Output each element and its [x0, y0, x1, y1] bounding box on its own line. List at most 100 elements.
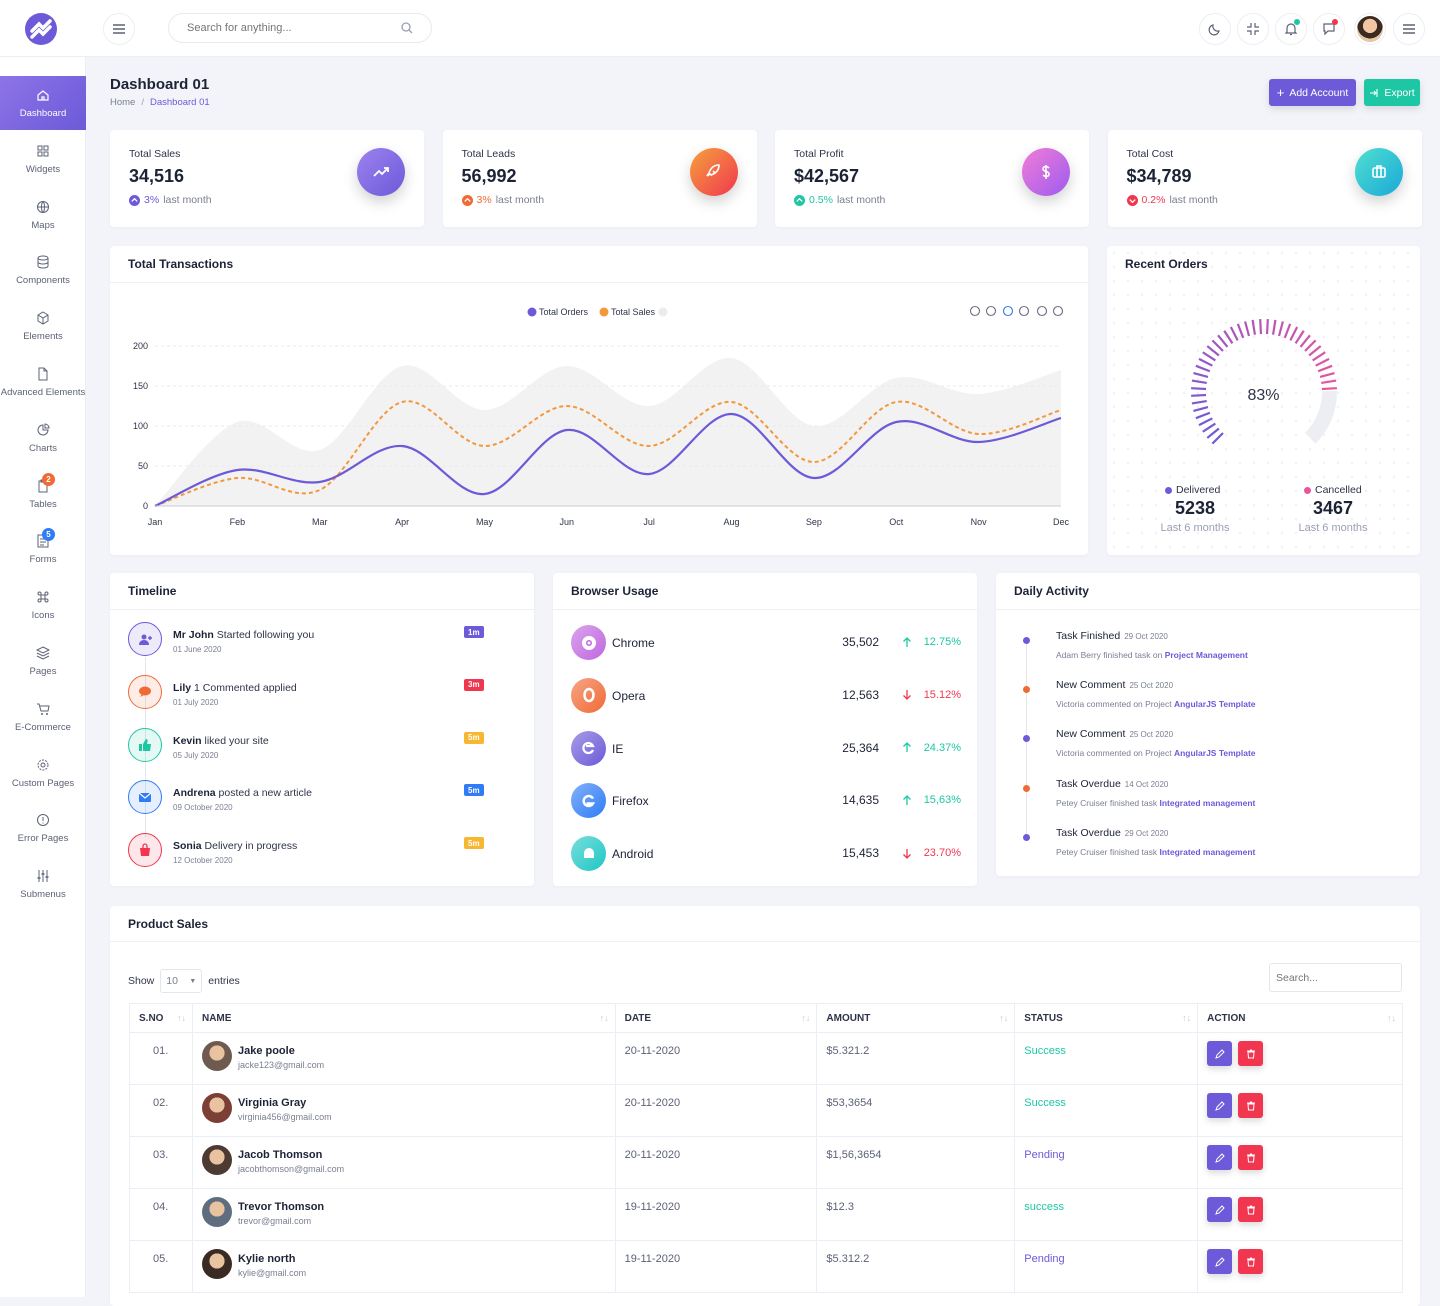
activity-link[interactable]: Project Management	[1164, 650, 1248, 660]
messages-button[interactable]	[1313, 13, 1345, 45]
sidebar-item-forms[interactable]: Forms 5	[0, 522, 86, 576]
timeline-name[interactable]: Sonia	[173, 840, 202, 853]
search-icon[interactable]	[1002, 305, 1014, 317]
logo-icon[interactable]	[24, 12, 58, 46]
search-bar[interactable]	[168, 13, 432, 43]
timeline-date: 12 October 2020	[173, 856, 233, 866]
browser-name: Android	[612, 847, 654, 862]
trash-icon	[1246, 1101, 1255, 1110]
sort-icon: ↑↓	[999, 1013, 1009, 1023]
sidebar-item-e-commerce[interactable]: E-Commerce	[0, 690, 86, 744]
breadcrumb-home[interactable]: Home	[110, 97, 136, 108]
timeline-name[interactable]: Andrena	[173, 787, 216, 800]
sidebar-item-widgets[interactable]: Widgets	[0, 132, 86, 186]
delete-button[interactable]	[1238, 1145, 1264, 1170]
column-header-name[interactable]: NAME ↑↓	[191, 1003, 616, 1033]
sidebar-item-charts[interactable]: Charts	[0, 411, 86, 465]
notifications-button[interactable]	[1275, 13, 1307, 45]
sidebar-item-dashboard[interactable]: Dashboard	[0, 76, 86, 130]
right-menu-button[interactable]	[1393, 13, 1425, 45]
zoom-in-icon[interactable]	[969, 305, 981, 317]
stat-label: Total Leads	[461, 148, 516, 160]
timeline-name[interactable]: Kevin	[173, 734, 202, 747]
row-number: 02.	[129, 1084, 193, 1137]
plus-icon: +	[1276, 85, 1285, 100]
cart-icon	[37, 703, 50, 715]
activity-link[interactable]: AngularJS Template	[1173, 748, 1256, 759]
activity-link[interactable]: AngularJS Template	[1173, 699, 1256, 710]
row-number: 01.	[129, 1032, 193, 1085]
sidebar-item-maps[interactable]: Maps	[0, 188, 86, 242]
sidebar-item-tables[interactable]: Tables 2	[0, 467, 86, 521]
sidebar-item-label: Pages	[29, 666, 57, 677]
avatar	[201, 1145, 232, 1175]
fullscreen-button[interactable]	[1237, 13, 1269, 45]
status-badge: success	[1014, 1188, 1199, 1241]
browser-percent: 15.12%	[923, 688, 961, 701]
column-header-action[interactable]: ACTION ↑↓	[1197, 1003, 1403, 1033]
edit-button[interactable]	[1207, 1041, 1233, 1066]
row-name-cell: Jacob Thomson jacobthomson@gmail.com	[191, 1136, 616, 1189]
row-name-cell: Jake poole jacke123@gmail.com	[191, 1032, 616, 1085]
sidebar-item-submenus[interactable]: Submenus	[0, 857, 86, 911]
timeline-card: Timeline Mr John Started following you 01…	[110, 573, 534, 886]
timeline-text: posted a new article	[218, 787, 312, 800]
sidebar-item-error-pages[interactable]: Error Pages	[0, 801, 86, 855]
add-account-button[interactable]: + Add Account	[1269, 79, 1356, 106]
cancelled-value: 3467	[1312, 498, 1354, 518]
menu-toggle-button[interactable]	[103, 13, 135, 45]
home-icon[interactable]	[1036, 305, 1048, 317]
column-header-amount[interactable]: AMOUNT ↑↓	[816, 1003, 1016, 1033]
edit-button[interactable]	[1207, 1145, 1233, 1170]
row-date: 20-11-2020	[614, 1084, 818, 1137]
sidebar-item-components[interactable]: Components	[0, 243, 86, 297]
delete-button[interactable]	[1238, 1041, 1264, 1066]
bell-icon	[1284, 23, 1298, 36]
sidebar-item-advanced-elements[interactable]: Advanced Elements	[0, 355, 86, 409]
series-line-total-sales	[154, 400, 1062, 507]
export-button[interactable]: Export	[1364, 79, 1420, 106]
status-badge: Pending	[1014, 1240, 1199, 1293]
timeline-name[interactable]: Lily	[173, 681, 192, 694]
activity-link[interactable]: Integrated management	[1159, 797, 1256, 808]
stat-label: Total Sales	[129, 148, 181, 160]
gauge-tick	[1315, 357, 1330, 367]
edit-icon	[1214, 1204, 1225, 1215]
page-size-select[interactable]: 10 ▼	[160, 969, 203, 993]
sidebar-item-custom-pages[interactable]: Custom Pages	[0, 746, 86, 800]
delete-button[interactable]	[1238, 1093, 1264, 1118]
trend-up-icon	[902, 794, 911, 805]
avatar[interactable]	[1355, 14, 1385, 44]
pan-icon[interactable]	[1018, 305, 1030, 317]
activity-dot	[1023, 637, 1030, 644]
table-row: 02. Virginia Gray virginia456@gmail.com 20-…	[129, 1084, 1403, 1137]
trash-icon	[1246, 1049, 1255, 1058]
avatar	[201, 1041, 232, 1071]
search-icon[interactable]	[401, 22, 413, 34]
daily-activity-title: Daily Activity	[996, 573, 1420, 610]
browser-usage-title: Browser Usage	[553, 573, 977, 610]
edit-button[interactable]	[1207, 1093, 1233, 1118]
edit-button[interactable]	[1207, 1249, 1233, 1274]
x-tick-label: Nov	[971, 517, 988, 527]
sidebar-item-icons[interactable]: Icons	[0, 578, 86, 632]
sidebar-item-pages[interactable]: Pages	[0, 634, 86, 688]
column-header-date[interactable]: DATE ↑↓	[614, 1003, 818, 1033]
table-search-input[interactable]	[1269, 963, 1402, 992]
sidebar: Dashboard Widgets Maps Components Elements Ad…	[0, 57, 86, 1297]
menu-icon[interactable]	[1052, 305, 1064, 317]
sliders-icon	[37, 870, 49, 883]
search-input[interactable]	[187, 22, 377, 34]
activity-link[interactable]: Integrated management	[1159, 846, 1256, 857]
zoom-out-icon[interactable]	[985, 305, 997, 317]
edit-button[interactable]	[1207, 1197, 1233, 1222]
sidebar-item-elements[interactable]: Elements	[0, 299, 86, 353]
delete-button[interactable]	[1238, 1197, 1264, 1222]
column-header-status[interactable]: STATUS ↑↓	[1014, 1003, 1199, 1033]
timeline-name[interactable]: Mr John	[173, 629, 214, 641]
column-header-sno[interactable]: S.NO ↑↓	[129, 1003, 193, 1033]
delete-button[interactable]	[1238, 1249, 1264, 1274]
x-tick-label: Jul	[643, 517, 655, 527]
theme-toggle-button[interactable]	[1199, 13, 1231, 45]
breadcrumb-separator: /	[141, 97, 144, 108]
